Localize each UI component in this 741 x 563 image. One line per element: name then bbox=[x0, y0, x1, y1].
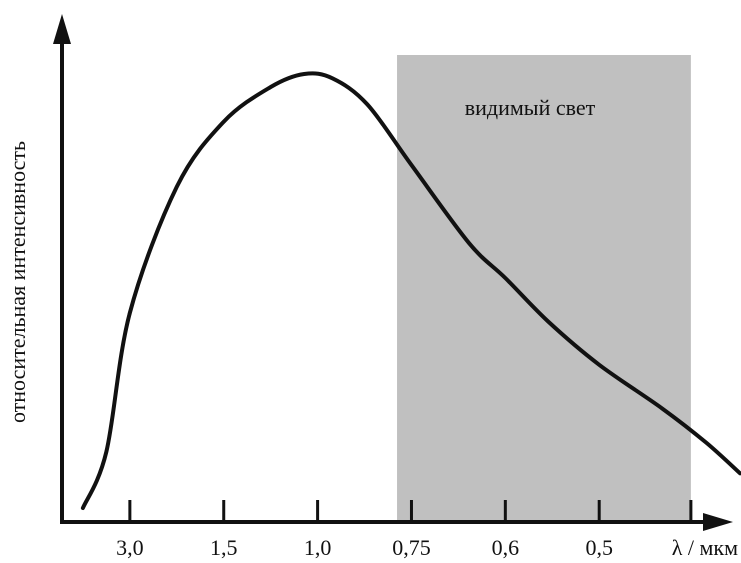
x-axis-title: λ / мкм bbox=[672, 535, 738, 560]
region-layer bbox=[397, 55, 691, 522]
visible-light-region bbox=[397, 55, 691, 522]
intensity-curve bbox=[80, 71, 741, 510]
x-tick-label: 0,75 bbox=[392, 535, 431, 560]
x-tick-label: 3,0 bbox=[116, 535, 144, 560]
y-axis-arrow-icon bbox=[53, 14, 71, 44]
x-tick-label: 1,5 bbox=[210, 535, 238, 560]
x-tick-label: 0,5 bbox=[585, 535, 613, 560]
x-axis-arrow-icon bbox=[703, 513, 733, 531]
labels-layer: видимый свет относительная интенсивность λ… bbox=[5, 95, 738, 560]
visible-light-label: видимый свет bbox=[465, 95, 596, 120]
x-tick-label: 1,0 bbox=[304, 535, 332, 560]
ticks-layer: 3,0 1,5 1,0 0,75 0,6 0,5 bbox=[116, 500, 693, 560]
axes-layer bbox=[53, 14, 733, 531]
y-axis-title: относительная интенсивность bbox=[5, 141, 30, 423]
x-tick-label: 0,6 bbox=[492, 535, 520, 560]
series-layer bbox=[80, 71, 741, 510]
